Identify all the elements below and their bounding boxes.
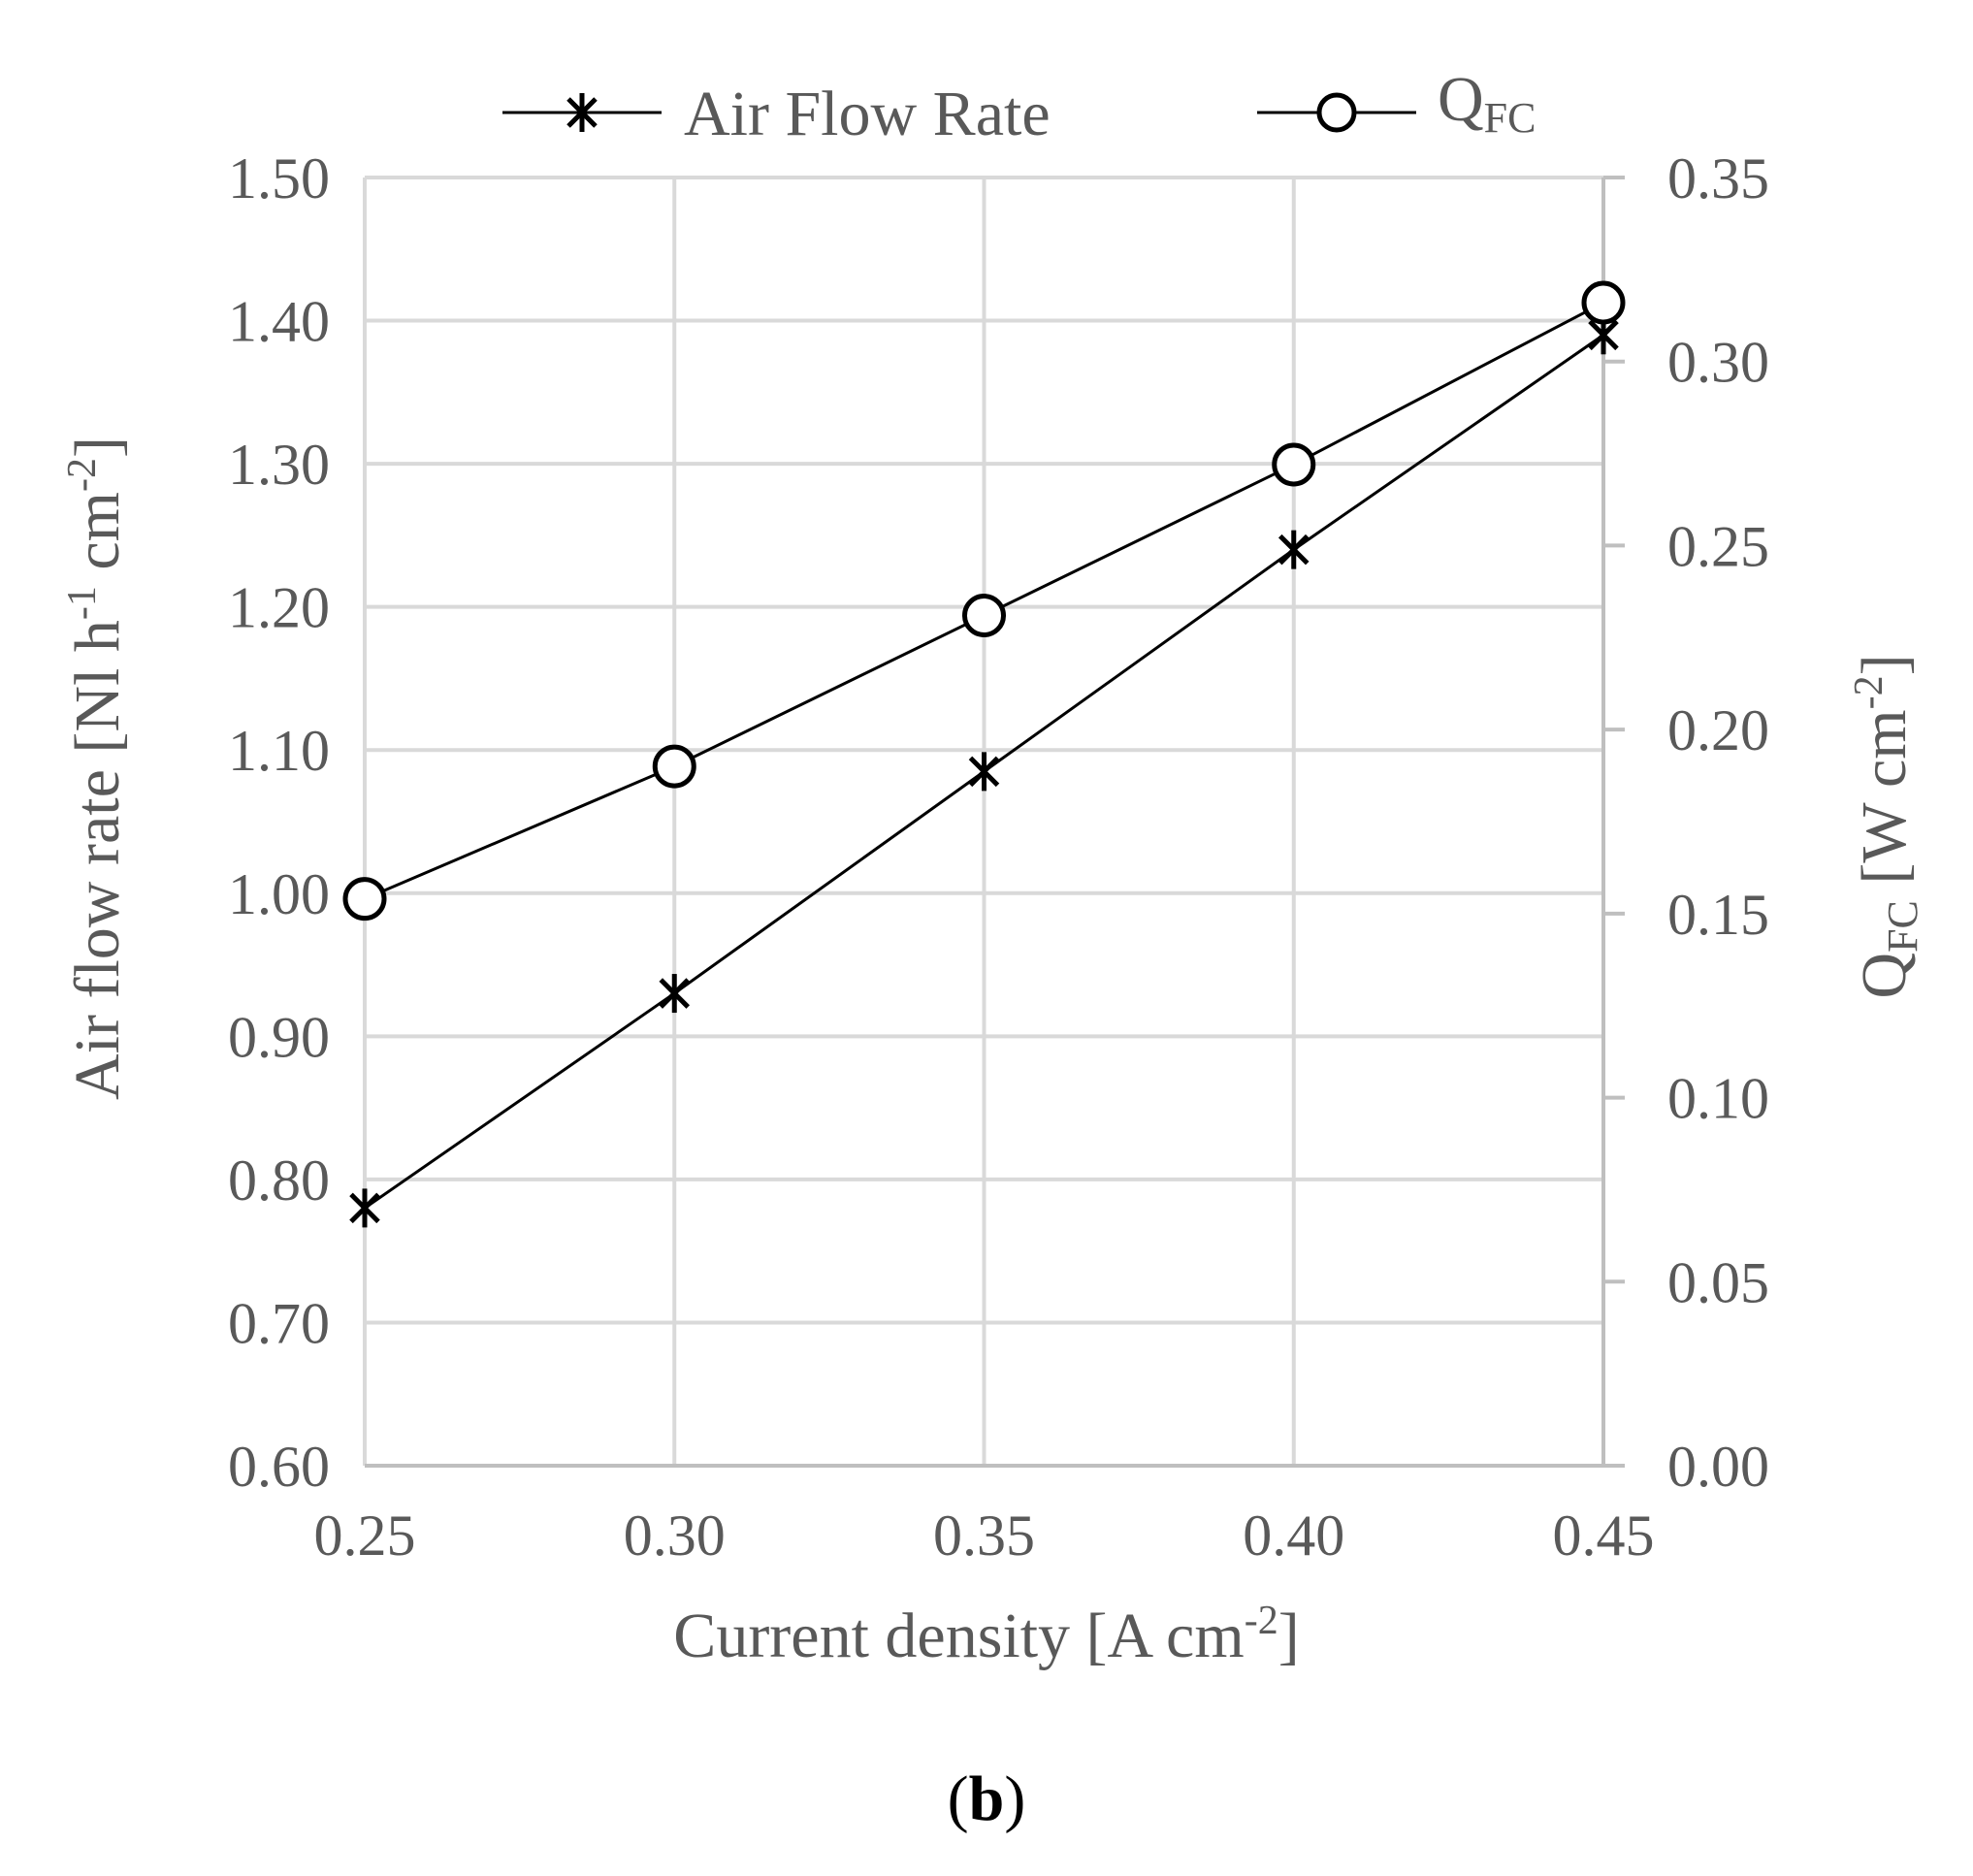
qfc-point (1581, 280, 1626, 325)
legend-asterisk-glyph (566, 93, 598, 132)
gridlines (363, 176, 1605, 1468)
y-left-tick-label: 1.00 (228, 862, 330, 926)
air-flow-point (349, 1188, 380, 1228)
y-left-tick-label: 0.60 (228, 1435, 330, 1499)
x-tick-label: 0.30 (624, 1504, 726, 1568)
x-axis-ticks: 0.25 0.30 0.35 0.40 0.45 (314, 1504, 1655, 1568)
y-right-tick-label: 0.30 (1667, 331, 1769, 395)
y-left-tick-label: 1.40 (228, 290, 330, 354)
series-layer (342, 280, 1626, 1228)
qfc-point (1272, 442, 1316, 487)
right-axis-ticks: 0.00 0.05 0.10 0.15 0.20 0.25 0.30 0.35 (1603, 146, 1769, 1499)
x-tick-label: 0.25 (314, 1504, 416, 1568)
qfc-point (652, 744, 696, 789)
axes (365, 178, 1605, 1468)
left-axis-ticks: 0.60 0.70 0.80 0.90 1.00 1.10 1.20 1.30 1.40 1.50 (228, 146, 330, 1499)
y-left-tick-label: 1.30 (228, 433, 330, 497)
y-left-tick-label: 0.90 (228, 1005, 330, 1069)
y-left-tick-label: 0.70 (228, 1291, 330, 1355)
y-left-tick-label: 1.10 (228, 719, 330, 783)
y-right-tick-label: 0.35 (1667, 146, 1769, 210)
legend-circle-marker (1316, 92, 1357, 133)
y-right-tick-label: 0.00 (1667, 1435, 1769, 1499)
legend: Air Flow Rate QFC (502, 64, 1536, 149)
air-flow-point (659, 974, 691, 1014)
y-left-axis-title: Air flow rate [Nl h-1 cm-2] (60, 437, 133, 1100)
y-right-tick-label: 0.15 (1667, 883, 1769, 947)
x-tick-label: 0.40 (1243, 1504, 1344, 1568)
qfc-point (962, 594, 1006, 638)
x-tick-label: 0.45 (1553, 1504, 1655, 1568)
panel-label: (b) (948, 1763, 1026, 1834)
air-flow-point (968, 752, 1000, 792)
legend-air-label: Air Flow Rate (684, 79, 1051, 149)
y-right-axis-title: QFC [W cm-2] (1847, 654, 1926, 998)
x-tick-label: 0.35 (933, 1504, 1035, 1568)
legend-qfc-label: QFC (1438, 64, 1536, 142)
y-right-tick-label: 0.05 (1667, 1250, 1769, 1314)
x-axis-title: Current density [A cm-2] (673, 1599, 1299, 1671)
y-left-tick-label: 1.20 (228, 576, 330, 640)
y-right-tick-label: 0.10 (1667, 1067, 1769, 1131)
y-left-tick-label: 0.80 (228, 1148, 330, 1213)
qfc-point (342, 877, 387, 922)
air-flow-point (1278, 530, 1310, 569)
legend-asterisk-marker (566, 93, 598, 132)
y-right-tick-label: 0.20 (1667, 698, 1769, 762)
y-right-tick-label: 0.25 (1667, 514, 1769, 578)
y-left-tick-label: 1.50 (228, 146, 330, 210)
